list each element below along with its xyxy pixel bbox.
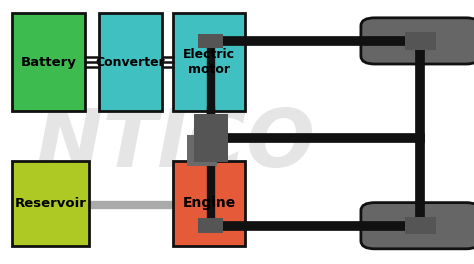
FancyBboxPatch shape	[361, 18, 474, 64]
Text: Reservoir: Reservoir	[15, 197, 87, 210]
FancyBboxPatch shape	[173, 13, 246, 111]
FancyBboxPatch shape	[12, 13, 84, 111]
FancyBboxPatch shape	[12, 161, 89, 246]
FancyBboxPatch shape	[361, 203, 474, 249]
FancyBboxPatch shape	[173, 161, 246, 246]
FancyBboxPatch shape	[99, 13, 162, 111]
FancyBboxPatch shape	[194, 114, 228, 162]
Text: Engine: Engine	[182, 196, 236, 210]
Text: NTICO: NTICO	[36, 106, 315, 184]
Text: Converter: Converter	[95, 55, 165, 69]
FancyBboxPatch shape	[405, 217, 436, 234]
FancyBboxPatch shape	[187, 135, 218, 166]
FancyBboxPatch shape	[405, 32, 436, 50]
Text: Electric
motor: Electric motor	[183, 48, 235, 76]
FancyBboxPatch shape	[198, 219, 223, 233]
FancyBboxPatch shape	[198, 34, 223, 48]
Text: Battery: Battery	[20, 55, 76, 69]
